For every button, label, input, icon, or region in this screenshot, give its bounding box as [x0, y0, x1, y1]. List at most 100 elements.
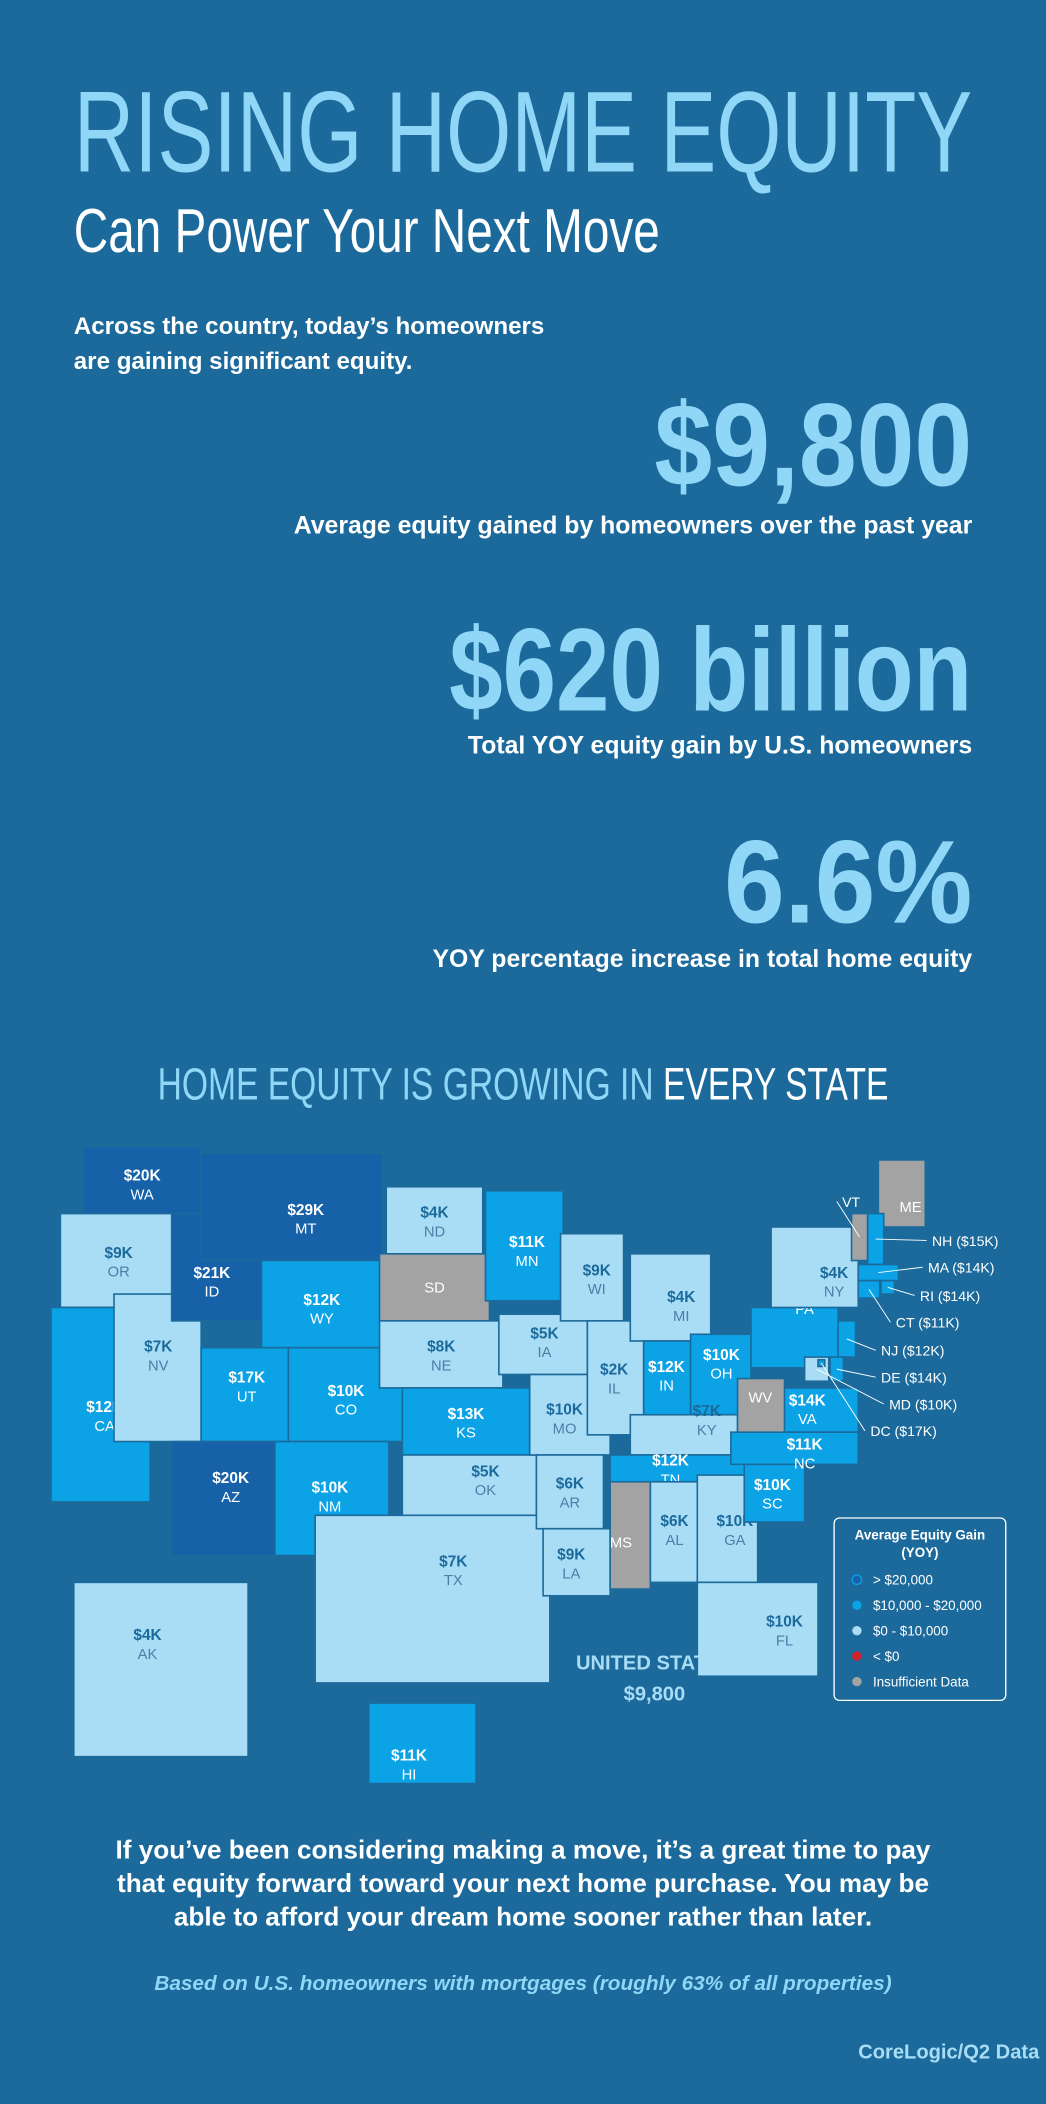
state-abbr: NV	[148, 1358, 169, 1374]
legend-title: Average Equity Gain	[855, 1527, 985, 1542]
stat-description: YOY percentage increase in total home eq…	[432, 946, 972, 973]
callout-line	[836, 1368, 876, 1378]
state-abbr: ME	[899, 1200, 921, 1216]
state-abbr: MI	[673, 1309, 689, 1325]
state-abbr: GA	[724, 1533, 745, 1549]
state-shape	[877, 1159, 927, 1228]
state-callout: DC ($17K)	[870, 1423, 937, 1439]
state-value: $7K	[693, 1403, 721, 1420]
state-abbr: WV	[748, 1391, 772, 1407]
state-shape	[200, 1152, 384, 1262]
state-abbr: KS	[456, 1426, 476, 1442]
state-value: $5K	[530, 1325, 558, 1342]
state-value: $10K	[754, 1477, 791, 1494]
stat-value: $9,800	[654, 379, 972, 511]
state-value: $8K	[427, 1339, 455, 1356]
callout-line	[887, 1286, 915, 1296]
state-value: $4K	[667, 1289, 695, 1306]
state-abbr: HI	[402, 1767, 417, 1783]
callout-line	[836, 1201, 860, 1238]
legend-label: Insufficient Data	[873, 1674, 969, 1689]
state-shape	[770, 1226, 860, 1309]
state-value: $5K	[471, 1463, 499, 1480]
legend-swatch	[852, 1625, 862, 1636]
legend-label: $10,000 - $20,000	[873, 1598, 982, 1613]
legend: Average Equity Gain (YOY) > $20,000 $10,0…	[833, 1517, 1007, 1702]
state-abbr: CA	[94, 1419, 115, 1435]
legend-title: (YOY)	[901, 1545, 938, 1560]
state-shape	[378, 1253, 491, 1322]
state-abbr: AL	[666, 1533, 684, 1549]
us-total-value: $9,800	[624, 1683, 686, 1705]
state-abbr: AK	[138, 1647, 158, 1663]
state-abbr: AZ	[221, 1490, 240, 1506]
state-value: $14K	[789, 1392, 826, 1409]
state-callout: NH ($15K)	[932, 1233, 999, 1249]
state-callout: CT ($11K)	[896, 1315, 960, 1331]
state-value: $4K	[420, 1205, 448, 1222]
state-value: $12K	[648, 1359, 685, 1376]
state-abbr: FL	[776, 1633, 793, 1649]
state-value: $11K	[509, 1234, 545, 1251]
map-title: HOME EQUITY IS GROWING IN EVERY STATE	[158, 1059, 889, 1110]
state-abbr: OR	[108, 1265, 130, 1281]
state-shape	[59, 1212, 178, 1309]
state-abbr: WA	[131, 1188, 154, 1204]
state-abbr: VA	[798, 1412, 817, 1428]
callout-line	[875, 1238, 927, 1241]
state-value: $7K	[144, 1339, 172, 1356]
intro-line: are gaining significant equity.	[74, 348, 413, 375]
state-shape	[401, 1387, 531, 1456]
state-callout: VT	[842, 1194, 860, 1210]
state-shape	[696, 1581, 819, 1678]
state-shape	[314, 1514, 551, 1684]
state-value: $21K	[193, 1265, 230, 1282]
state-abbr: NY	[824, 1285, 845, 1301]
state-value: $9K	[557, 1547, 585, 1564]
callout-line	[846, 1338, 876, 1351]
state-value: $11K	[391, 1748, 427, 1765]
legend-swatch	[852, 1600, 862, 1610]
state-value: $17K	[228, 1370, 265, 1387]
stat-description: Average equity gained by homeowners over…	[294, 513, 973, 540]
state-value: $10K	[328, 1383, 365, 1400]
state-shape	[72, 1581, 249, 1758]
state-value: $9K	[105, 1245, 133, 1262]
state-callout: MD ($10K)	[889, 1396, 957, 1412]
state-abbr: IL	[608, 1381, 620, 1397]
state-abbr: ND	[424, 1224, 445, 1240]
state-abbr: OK	[475, 1483, 496, 1499]
legend-swatch	[852, 1651, 862, 1661]
state-value: $12K	[652, 1453, 689, 1470]
legend-label: $0 - $10,000	[873, 1623, 948, 1638]
state-abbr: MO	[553, 1422, 577, 1438]
closing-line: able to afford your dream home sooner ra…	[174, 1902, 872, 1932]
state-abbr: CO	[335, 1403, 357, 1419]
us-total-label: UNITED STATES	[576, 1653, 733, 1675]
state-abbr: MN	[516, 1254, 539, 1270]
state-callout: NJ ($12K)	[881, 1343, 944, 1359]
state-abbr: NE	[431, 1358, 452, 1374]
stat-value: $620 billion	[449, 605, 972, 737]
state-shape	[535, 1454, 605, 1530]
state-abbr: WY	[310, 1312, 334, 1328]
footnote: Based on U.S. homeowners with mortgages …	[154, 1972, 891, 1995]
state-abbr: SD	[424, 1281, 445, 1297]
state-abbr: LA	[562, 1566, 580, 1582]
state-abbr: MS	[610, 1535, 632, 1551]
subtitle: Can Power Your Next Move	[74, 197, 660, 266]
callout-line	[816, 1368, 884, 1405]
title: RISING HOME EQUITY	[74, 69, 972, 197]
state-shape	[817, 1358, 826, 1368]
state-value: $20K	[212, 1470, 249, 1487]
callout-line	[820, 1362, 866, 1432]
map-title-part: HOME EQUITY IS GROWING IN	[158, 1059, 663, 1110]
state-abbr: NC	[794, 1456, 816, 1472]
state-shape	[736, 1377, 786, 1433]
state-value: $2K	[600, 1362, 628, 1379]
state-abbr: WI	[588, 1282, 606, 1298]
state-value: $11K	[787, 1437, 823, 1454]
state-shape	[629, 1413, 739, 1456]
state-abbr: SC	[762, 1497, 783, 1513]
